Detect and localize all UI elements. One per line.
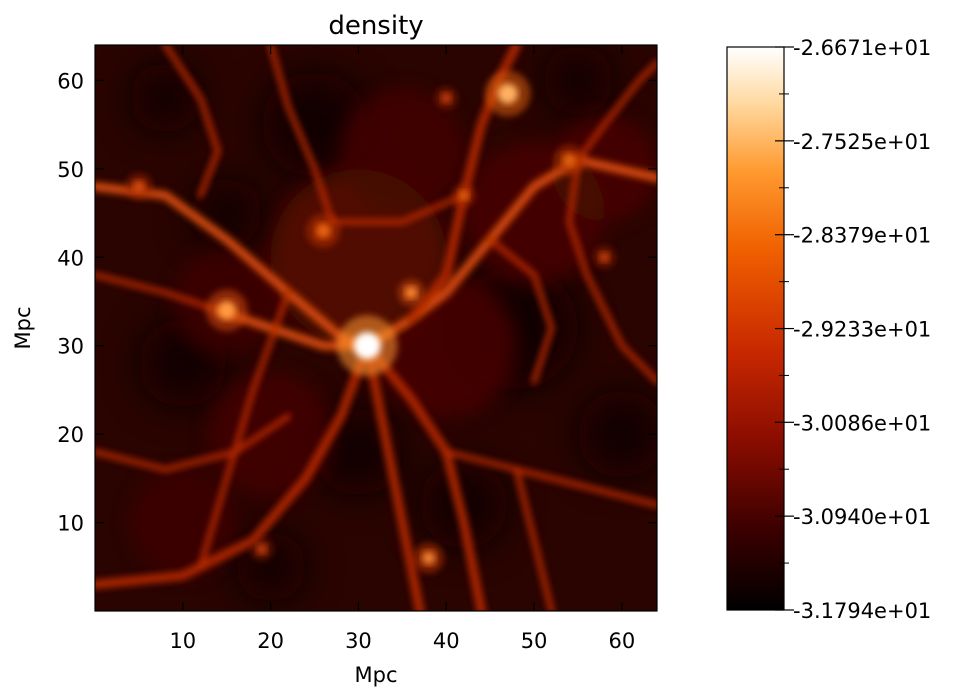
x-tick-label: 30 bbox=[345, 629, 372, 653]
colorbar bbox=[726, 46, 785, 611]
y-tick-label: 10 bbox=[57, 512, 84, 536]
x-tick-label: 10 bbox=[169, 629, 196, 653]
halo-core bbox=[599, 252, 610, 263]
colorbar-ticks: -2.6671e+01 -2.7525e+01 -2.8379e+01 -2.9233… bbox=[775, 36, 931, 623]
diffuse-sheet bbox=[375, 275, 517, 417]
x-axis-label: Mpc bbox=[355, 663, 398, 687]
halo-core bbox=[421, 551, 436, 565]
y-axis-label: Mpc bbox=[11, 307, 35, 350]
filament bbox=[95, 341, 372, 589]
chart-title: density bbox=[328, 11, 423, 41]
filament bbox=[95, 271, 221, 314]
filament bbox=[575, 59, 657, 163]
halo-core bbox=[315, 223, 331, 239]
x-tick-label: 60 bbox=[609, 629, 636, 653]
colorbar-tick-label: -3.0086e+01 bbox=[793, 411, 931, 435]
void-region bbox=[130, 62, 201, 134]
halo-core bbox=[256, 543, 267, 555]
filament bbox=[95, 413, 292, 473]
x-axis-ticks: 10 20 30 40 50 60 bbox=[169, 45, 635, 653]
halo-core bbox=[441, 92, 452, 104]
filament bbox=[566, 157, 657, 385]
filament bbox=[267, 45, 336, 225]
filament bbox=[197, 289, 292, 570]
halo-core bbox=[562, 153, 576, 167]
density-heatmap bbox=[95, 45, 657, 611]
void-region bbox=[577, 390, 657, 479]
halo-knots bbox=[125, 70, 616, 574]
void-region bbox=[542, 45, 614, 116]
halo-core bbox=[458, 190, 469, 201]
colorbar-tick-label: -2.6671e+01 bbox=[793, 36, 931, 60]
diffuse-sheet bbox=[340, 89, 464, 213]
y-tick-label: 50 bbox=[57, 158, 84, 182]
diffuse-sheet bbox=[209, 372, 333, 496]
filament bbox=[362, 341, 425, 611]
y-tick-label: 40 bbox=[57, 246, 84, 270]
filament-network bbox=[95, 45, 657, 611]
colorbar-tick-label: -3.1794e+01 bbox=[793, 599, 931, 623]
filament bbox=[329, 192, 467, 225]
halo-core bbox=[353, 332, 381, 360]
x-tick-label: 40 bbox=[433, 629, 460, 653]
y-axis-ticks: 10 20 30 40 50 60 bbox=[57, 69, 657, 536]
plot-frame bbox=[94, 44, 658, 612]
y-tick-label: 60 bbox=[57, 69, 84, 93]
colorbar-tick-label: -2.8379e+01 bbox=[793, 224, 931, 248]
halo-core bbox=[497, 83, 518, 104]
colorbar-tick-label: -2.7525e+01 bbox=[793, 130, 931, 154]
diffuse-sheet bbox=[130, 469, 236, 576]
halo-core bbox=[132, 180, 145, 193]
y-tick-label: 20 bbox=[57, 423, 84, 447]
halo-core bbox=[217, 300, 237, 320]
x-tick-label: 50 bbox=[521, 629, 548, 653]
filament bbox=[443, 448, 657, 508]
y-tick-label: 30 bbox=[57, 335, 84, 359]
colorbar-tick-label: -3.0940e+01 bbox=[793, 505, 931, 529]
filament bbox=[162, 45, 221, 199]
halo-core bbox=[405, 286, 418, 299]
filament bbox=[513, 466, 555, 611]
colorbar-tick-label: -2.9233e+01 bbox=[793, 318, 931, 342]
diffuse-sheets bbox=[130, 89, 657, 576]
x-tick-label: 20 bbox=[257, 629, 284, 653]
filament bbox=[487, 236, 555, 385]
